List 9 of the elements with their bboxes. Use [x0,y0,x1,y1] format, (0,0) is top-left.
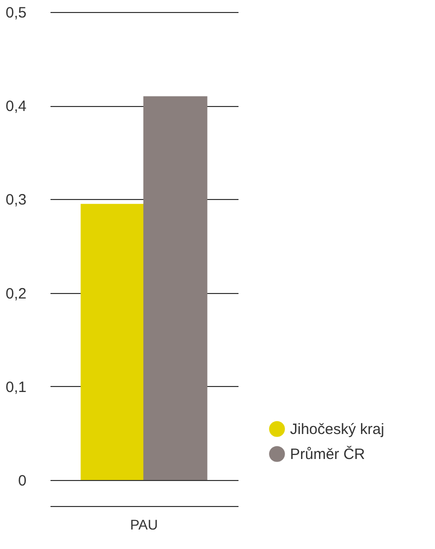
legend-label: Průměr ČR [290,445,366,463]
y-tick-label: 0,5 [6,4,26,22]
y-tick-label: 0,3 [6,192,26,209]
y-tick-label: 0 [18,472,26,490]
y-tick-label: 0,1 [6,378,26,396]
x-tick-label: PAU [130,516,158,532]
y-tick-label: 0,4 [6,98,26,116]
y-tick-label: 0,2 [6,285,26,302]
legend-label: Jihočeský kraj [290,421,384,438]
